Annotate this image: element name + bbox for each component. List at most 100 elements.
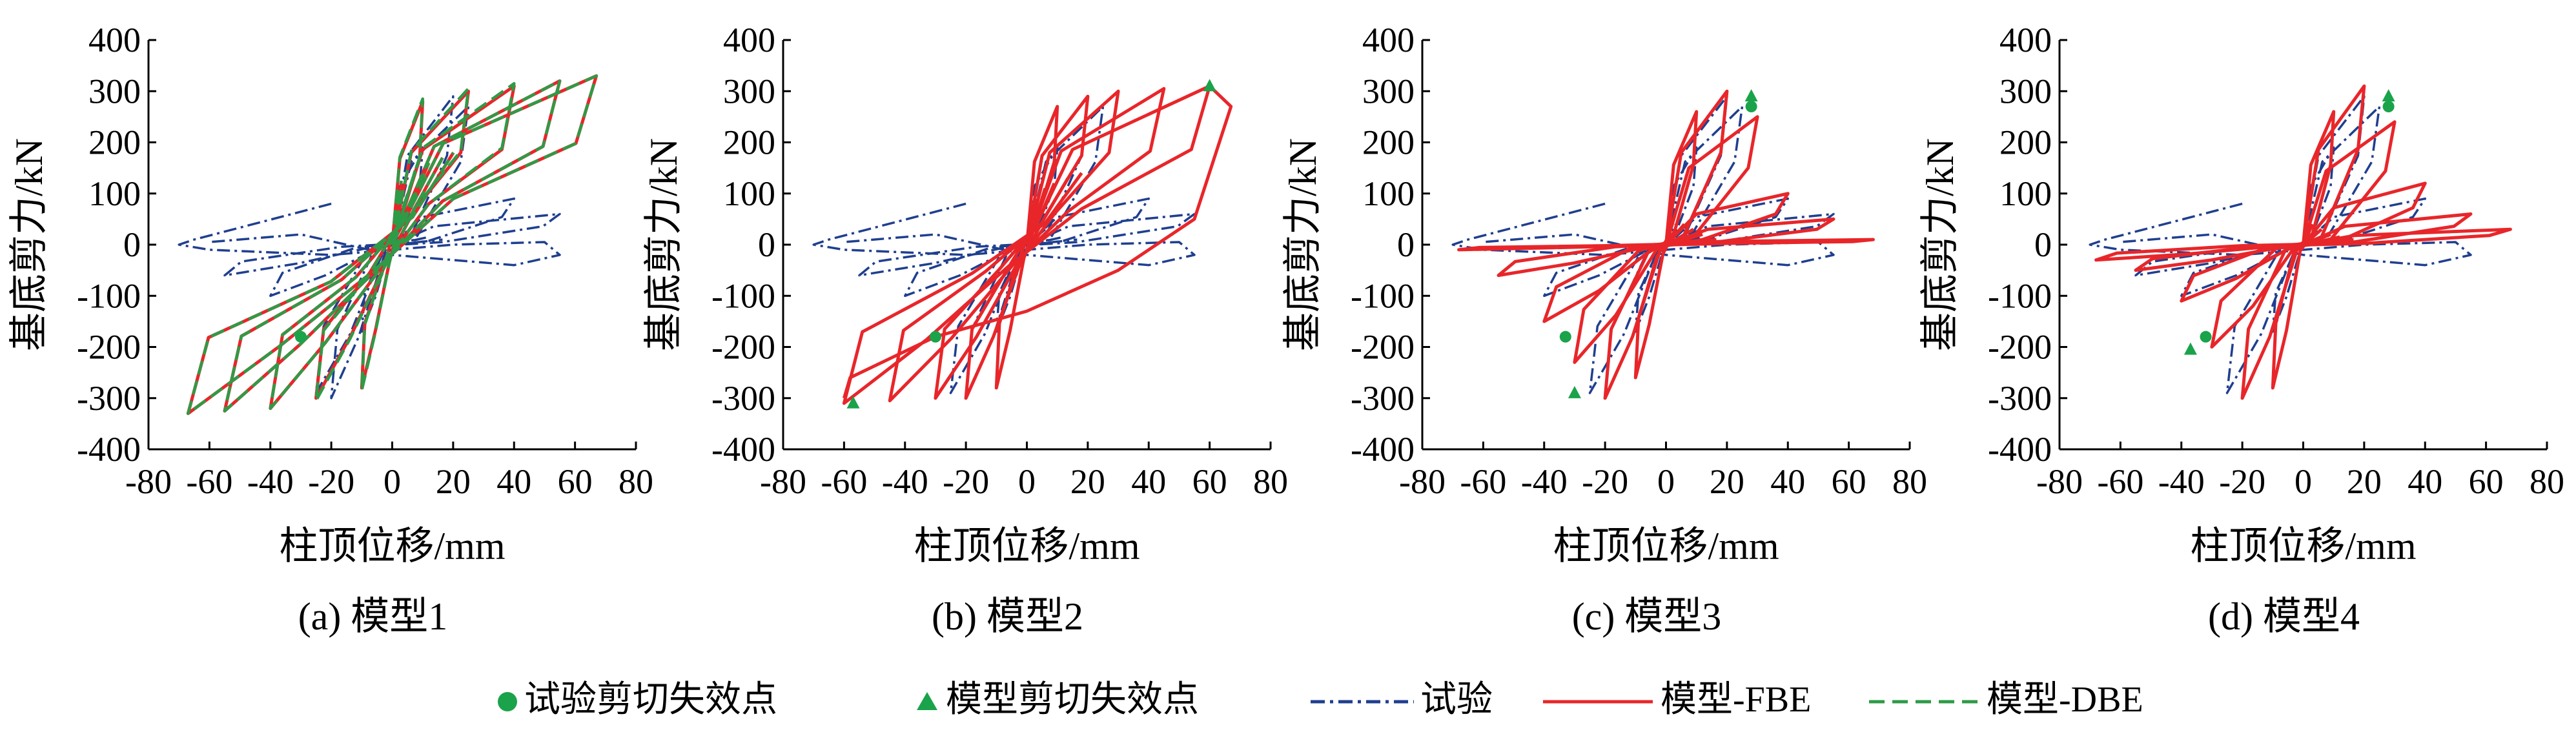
test-failure-point (1745, 101, 1757, 113)
series-line (964, 94, 1090, 400)
y-axis-label: 基底剪力/kN (642, 138, 685, 351)
x-tick-label: -40 (247, 462, 294, 501)
x-tick-label: -40 (882, 462, 928, 501)
x-tick-label: 80 (1253, 462, 1288, 501)
x-tick-label: -20 (1582, 462, 1628, 501)
x-tick-label: 80 (1892, 462, 1927, 501)
y-tick-label: 0 (1397, 225, 1415, 264)
y-tick-label: 100 (1999, 174, 2052, 213)
y-tick-label: -100 (77, 276, 141, 315)
y-tick-label: -100 (1988, 276, 2052, 315)
x-tick-label: 80 (618, 462, 653, 501)
series-line (812, 202, 1196, 267)
series-模型-DBE (187, 74, 598, 415)
x-tick-label: 40 (1770, 462, 1805, 501)
legend-test-failure-marker (498, 692, 517, 711)
test-failure-point (2200, 331, 2212, 343)
model-failure-point (2183, 342, 2197, 355)
y-tick-label: 400 (1999, 21, 2052, 59)
series-line (1573, 115, 1759, 364)
legend-fbe-label: 模型-FBE (1661, 680, 1811, 720)
legend-test-label: 试验 (1420, 680, 1493, 720)
series-模型-FBE (2094, 84, 2512, 400)
y-tick-label: 100 (723, 174, 775, 213)
series-模型-FBE (1457, 89, 1875, 400)
series-line (843, 85, 1233, 399)
y-tick-label: 0 (758, 225, 775, 264)
y-tick-label: 200 (1362, 123, 1415, 162)
series-line (314, 87, 470, 402)
y-tick-label: 300 (88, 72, 141, 110)
model-failure-point (846, 396, 860, 409)
series-line (223, 212, 561, 277)
series-line (269, 197, 516, 298)
x-tick-label: 20 (1710, 462, 1744, 501)
x-tick-label: -60 (186, 462, 232, 501)
x-tick-label: -60 (2097, 462, 2143, 501)
test-failure-point (1559, 331, 1571, 343)
y-tick-label: 400 (88, 21, 141, 59)
x-tick-label: -60 (821, 462, 867, 501)
panel-caption: (a) 模型1 (298, 595, 448, 638)
y-tick-label: -400 (77, 430, 141, 469)
y-tick-label: -300 (77, 379, 141, 418)
y-tick-label: 100 (88, 174, 141, 213)
test-failure-point (929, 331, 941, 343)
y-tick-label: 300 (1362, 72, 1415, 110)
y-tick-label: 200 (1999, 123, 2052, 162)
x-axis-label: 柱顶位移/mm (279, 525, 505, 567)
x-axis-label: 柱顶位移/mm (914, 525, 1140, 567)
x-tick-label: -20 (943, 462, 989, 501)
y-tick-label: -200 (1351, 328, 1415, 367)
x-tick-label: 0 (1657, 462, 1675, 501)
test-failure-point (294, 331, 307, 343)
x-tick-label: -40 (1521, 462, 1568, 501)
model-failure-point (1744, 89, 1758, 102)
x-tick-label: -60 (1460, 462, 1506, 501)
y-tick-label: -300 (711, 379, 775, 418)
x-tick-label: 60 (558, 462, 593, 501)
x-tick-label: -80 (760, 462, 806, 501)
panel-caption: (d) 模型4 (2208, 595, 2360, 638)
y-tick-label: -200 (77, 328, 141, 367)
x-tick-label: -80 (125, 462, 172, 501)
series-line (187, 74, 598, 415)
y-tick-label: 200 (723, 123, 775, 162)
y-tick-label: 0 (2034, 225, 2052, 264)
x-tick-label: -80 (1399, 462, 1446, 501)
x-tick-label: 0 (2295, 462, 2312, 501)
panel-caption: (c) 模型3 (1572, 595, 1722, 638)
y-tick-label: -200 (1988, 328, 2052, 367)
y-tick-label: -400 (1988, 430, 2052, 469)
y-tick-label: 300 (723, 72, 775, 110)
x-tick-label: 40 (2407, 462, 2442, 501)
series-line (934, 89, 1120, 400)
x-tick-label: -40 (2158, 462, 2205, 501)
x-tick-label: 80 (2530, 462, 2564, 501)
x-tick-label: 60 (2469, 462, 2504, 501)
x-tick-label: -20 (2219, 462, 2265, 501)
x-tick-label: 20 (2347, 462, 2382, 501)
y-axis-label: 基底剪力/kN (1282, 138, 1324, 351)
y-tick-label: -300 (1351, 379, 1415, 418)
series-line (2089, 202, 2472, 267)
legend-test-failure-label: 试验剪切失效点 (524, 680, 777, 720)
y-tick-label: 100 (1362, 174, 1415, 213)
panel-caption: (b) 模型2 (932, 595, 1083, 638)
x-tick-label: 0 (383, 462, 401, 501)
legend-model-failure-label: 模型剪切失效点 (946, 680, 1199, 720)
x-axis-label: 柱顶位移/mm (1553, 525, 1779, 567)
series-line (1457, 238, 1875, 252)
legend-model-failure-marker (917, 692, 937, 710)
series-line (2094, 227, 2512, 262)
model-failure-point (1203, 79, 1216, 92)
series-line (888, 87, 1166, 403)
x-tick-label: 60 (1832, 462, 1866, 501)
y-tick-label: -100 (1351, 276, 1415, 315)
